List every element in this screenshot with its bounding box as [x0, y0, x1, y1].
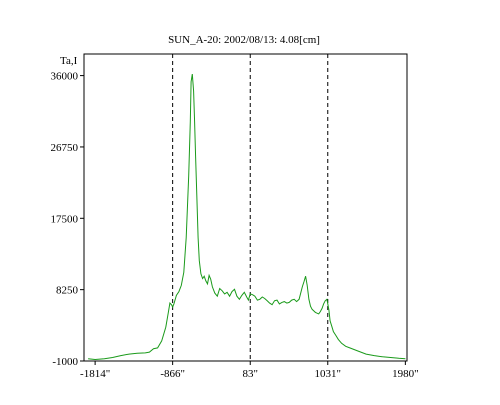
y-tick-label: 17500 — [51, 213, 79, 225]
y-tick-label: 8250 — [56, 285, 79, 297]
chart-title: SUN_A-20: 2002/08/13: 4.08[cm] — [168, 34, 320, 46]
y-axis-ticks: 36000 26750 17500 8250 -1000 — [51, 71, 84, 368]
series-layer — [88, 74, 406, 361]
plot-frame — [83, 53, 408, 362]
x-tick-label: -1814" — [80, 368, 110, 380]
y-axis-label: Ta,I — [60, 55, 78, 67]
x-tick-label: 1031" — [315, 368, 342, 380]
series-line — [88, 74, 406, 361]
y-tick-label: 36000 — [51, 71, 79, 83]
x-axis-ticks: -1814" -866" 83" 1031" 1980" — [80, 361, 419, 380]
vertical-reference-lines — [172, 54, 329, 361]
y-tick-label: -1000 — [52, 356, 78, 368]
x-tick-label: 83" — [242, 368, 258, 380]
x-tick-label: 1980" — [392, 368, 419, 380]
x-tick-label: -866" — [160, 368, 185, 380]
y-tick-label: 26750 — [51, 142, 79, 154]
